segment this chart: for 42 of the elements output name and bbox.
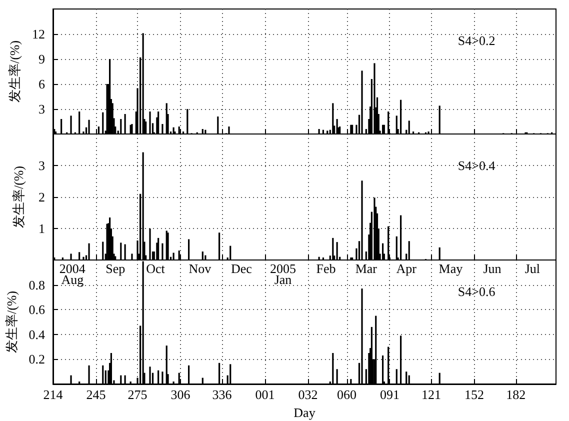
y-tick-label: 12 <box>32 26 45 42</box>
x-tick-label: 001 <box>255 387 275 402</box>
x2-tick-label: Jun <box>483 261 502 276</box>
y-axis-title: 发生率/(%) <box>11 166 26 228</box>
x-tick-label: 245 <box>86 387 106 402</box>
y-tick-label: 1 <box>38 221 45 236</box>
x2-tick-label: Dec <box>230 261 252 276</box>
y-tick-label: 6 <box>38 76 46 92</box>
x2-tick-label: Oct <box>146 261 166 276</box>
y-tick-label: 2 <box>38 190 45 204</box>
annotation: S4>0.4 <box>458 158 496 174</box>
x-tick-label: 032 <box>298 387 318 402</box>
x2-tick-label: Nov <box>188 261 212 276</box>
y-tick-label: 9 <box>38 52 45 66</box>
x2-tick-label: Sep <box>106 261 126 276</box>
y-tick-label: 3 <box>38 102 45 116</box>
annotation: S4>0.2 <box>458 33 496 48</box>
x2-tick-label: Jul <box>524 261 540 276</box>
annotation: S4>0.6 <box>458 284 496 299</box>
x-tick-label: 275 <box>128 387 148 402</box>
x2-tick-label: 2005 Jan <box>270 261 296 287</box>
x-tick-label: 306 <box>170 387 191 402</box>
x-tick-label: 091 <box>380 387 400 402</box>
x2-tick-label: Feb <box>316 261 336 276</box>
x2-tick-label: May <box>438 261 464 276</box>
y-tick-label: 3 <box>38 158 45 173</box>
x2-tick-label: 2004 Aug <box>59 261 86 287</box>
x-axis-title: Day <box>294 404 316 420</box>
x-tick-label: 214 <box>43 387 64 402</box>
y-tick-label: 0.8 <box>28 277 45 292</box>
x2-tick-label: Apr <box>396 261 418 276</box>
y-axis-title: 发生率/(%) <box>7 40 22 103</box>
x-tick-label: 152 <box>464 387 484 402</box>
y-tick-label: 0.6 <box>28 302 46 318</box>
x-tick-label: 182 <box>506 387 526 402</box>
x2-tick-label: Mar <box>355 261 378 276</box>
x-tick-label: 121 <box>422 387 442 402</box>
y-axis-title: 发生率/(%) <box>4 290 19 354</box>
y-tick-label: 0.4 <box>28 326 46 342</box>
y-tick-label: 0.2 <box>28 352 45 367</box>
x-tick-label: 060 <box>337 387 357 402</box>
x-tick-label: 336 <box>212 387 232 402</box>
